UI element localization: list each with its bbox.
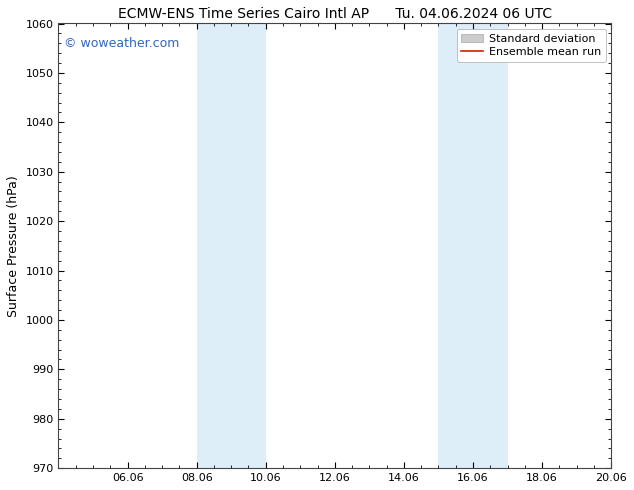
Text: © woweather.com: © woweather.com: [64, 37, 179, 50]
Y-axis label: Surface Pressure (hPa): Surface Pressure (hPa): [7, 175, 20, 317]
Bar: [439, 24, 508, 468]
Title: ECMW-ENS Time Series Cairo Intl AP      Tu. 04.06.2024 06 UTC: ECMW-ENS Time Series Cairo Intl AP Tu. 0…: [118, 7, 552, 21]
Bar: [197, 24, 266, 468]
Legend: Standard deviation, Ensemble mean run: Standard deviation, Ensemble mean run: [456, 29, 605, 62]
